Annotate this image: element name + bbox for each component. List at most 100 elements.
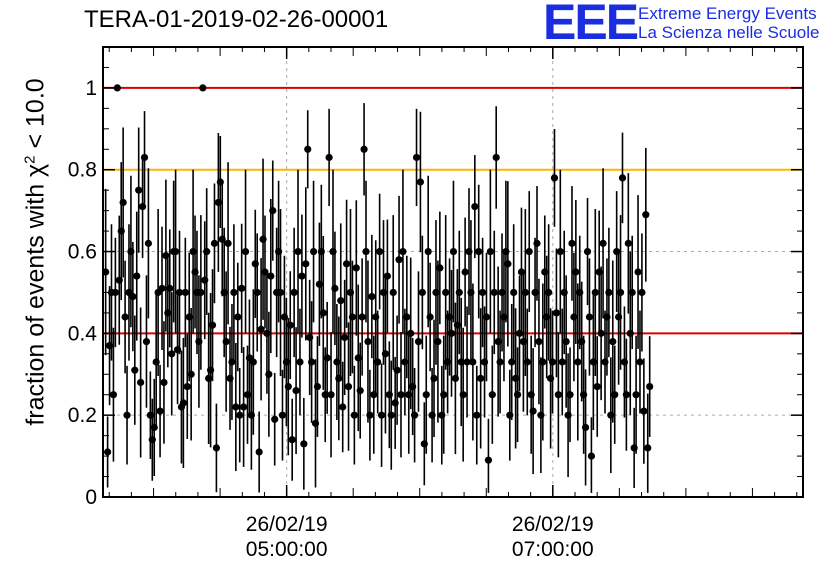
data-point: [492, 153, 500, 162]
data-point: [129, 292, 137, 301]
data-point: [416, 178, 425, 186]
data-point: [138, 202, 147, 211]
y-tick-label: 1: [85, 77, 97, 100]
data-point: [160, 378, 168, 387]
data-point: [622, 391, 630, 399]
data-point: [366, 411, 374, 419]
data-point: [296, 358, 304, 366]
data-point: [605, 288, 613, 297]
data-point: [397, 391, 405, 399]
y-tick-label: 0.6: [68, 241, 97, 264]
data-point: [319, 309, 327, 317]
data-point: [183, 382, 191, 391]
data-point: [350, 411, 358, 419]
y-axis-label-chi: χ: [21, 163, 50, 177]
data-point: [469, 358, 477, 366]
data-point: [535, 337, 543, 346]
data-point: [618, 174, 627, 182]
data-point: [288, 436, 296, 444]
data-point: [276, 288, 285, 297]
y-axis-label: fraction of events with χ2 < 10.0: [21, 78, 50, 425]
data-point: [430, 374, 438, 382]
data-point: [166, 284, 174, 292]
data-point: [300, 440, 308, 448]
data-point: [175, 288, 184, 297]
chart-title: TERA-01-2019-02-26-00001: [84, 6, 389, 33]
data-point: [224, 239, 232, 247]
data-point: [331, 284, 339, 292]
data-point: [636, 358, 644, 366]
logo-line-2: La Scienza nelle Scuole: [638, 23, 820, 42]
data-point: [278, 411, 287, 419]
data-point: [403, 313, 411, 321]
data-point: [271, 415, 279, 423]
data-point: [121, 313, 129, 321]
data-point: [646, 382, 654, 391]
data-point: [123, 411, 131, 419]
data-point: [523, 358, 531, 366]
data-point: [234, 313, 242, 321]
data-point: [327, 391, 335, 399]
data-point: [294, 247, 302, 256]
data-point: [529, 407, 537, 415]
data-point: [376, 247, 384, 256]
data-point: [135, 186, 143, 194]
data-point: [162, 252, 170, 260]
data-point: [298, 272, 306, 280]
data-point: [387, 411, 395, 419]
data-points: [102, 84, 654, 493]
data-point: [471, 202, 479, 211]
data-point: [568, 239, 576, 247]
data-point: [168, 350, 176, 358]
data-point: [552, 309, 561, 317]
data-point: [172, 247, 180, 256]
data-point: [158, 284, 166, 292]
data-point: [412, 153, 421, 162]
x-tick-label-date: 26/02/19: [246, 513, 328, 536]
data-point: [111, 288, 119, 297]
data-point: [449, 247, 458, 256]
data-point: [585, 313, 594, 321]
data-point: [422, 391, 430, 399]
data-point: [212, 444, 221, 452]
data-point: [389, 288, 397, 297]
data-point: [358, 313, 366, 321]
data-point: [257, 325, 265, 333]
data-point: [496, 358, 504, 366]
data-point: [566, 391, 574, 399]
data-point: [236, 411, 244, 419]
data-point: [504, 260, 512, 268]
data-point: [581, 423, 590, 432]
data-point: [360, 145, 368, 153]
data-point: [238, 284, 246, 292]
data-point: [203, 247, 211, 256]
data-point: [562, 337, 570, 346]
data-point: [187, 370, 195, 378]
data-point: [313, 382, 322, 391]
data-point: [383, 272, 391, 280]
y-tick-label: 0.4: [68, 322, 98, 345]
data-point: [484, 456, 493, 464]
data-point: [488, 391, 496, 399]
data-point: [292, 387, 300, 395]
data-point: [475, 247, 483, 256]
data-point: [525, 247, 533, 256]
data-point: [442, 288, 450, 297]
y-axis-label-prefix: fraction of events with: [21, 176, 50, 426]
data-point: [179, 399, 187, 407]
data-point: [490, 288, 498, 297]
data-point: [611, 391, 619, 399]
data-point: [222, 337, 230, 346]
data-point: [463, 358, 471, 366]
data-point: [593, 382, 601, 391]
data-point: [137, 378, 145, 387]
y-axis-label-suffix: < 10.0: [21, 78, 50, 156]
data-point: [640, 407, 648, 415]
data-point: [104, 448, 112, 456]
data-point: [290, 288, 298, 297]
data-point: [381, 350, 390, 358]
data-point: [482, 313, 491, 321]
data-point: [156, 407, 164, 415]
data-point: [208, 321, 217, 329]
data-point: [574, 358, 582, 366]
